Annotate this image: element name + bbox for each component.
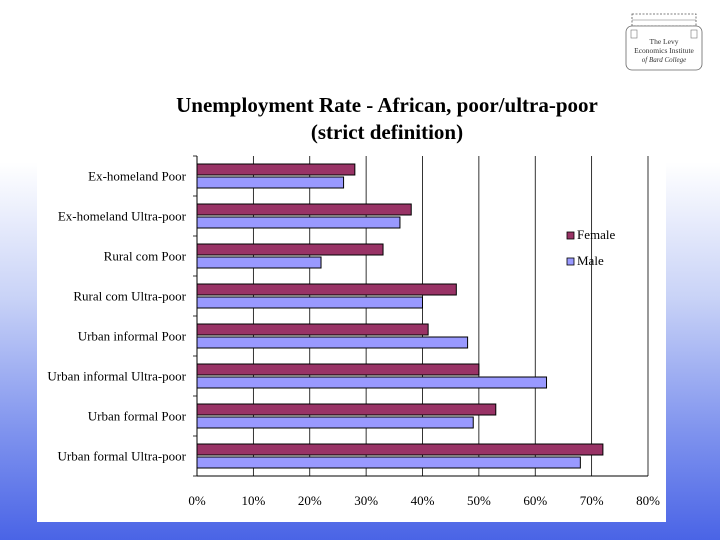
legend-label-female: Female (577, 227, 615, 242)
bar-female (196, 323, 429, 336)
bar-male (196, 336, 469, 349)
bar-male (196, 216, 401, 229)
category-label: Urban informal Poor (78, 329, 187, 344)
bar-female (196, 163, 356, 176)
logo-line-3: of Bard College (642, 56, 686, 64)
chart-title-block: Unemployment Rate - African, poor/ultra-… (97, 92, 677, 146)
x-tick-label: 70% (580, 493, 604, 508)
bar-male (196, 296, 423, 309)
chart-panel: Unemployment Rate - African, poor/ultra-… (37, 80, 666, 522)
x-tick-label: 40% (411, 493, 435, 508)
bar-female (196, 443, 604, 456)
category-label: Ex-homeland Poor (88, 169, 187, 184)
category-label: Urban formal Poor (88, 409, 187, 424)
bar-female (196, 283, 457, 296)
x-tick-label: 60% (523, 493, 547, 508)
legend-label-male: Male (577, 253, 604, 268)
bar-male (196, 376, 548, 389)
x-tick-label: 0% (188, 493, 206, 508)
logo-line-2: Economics Institute (634, 46, 694, 55)
x-tick-label: 80% (636, 493, 660, 508)
bar-female (196, 243, 384, 256)
x-tick-label: 10% (241, 493, 265, 508)
category-label: Urban informal Ultra-poor (47, 369, 186, 384)
levy-institute-logo: The Levy Economics Institute of Bard Col… (622, 12, 706, 74)
bar-female (196, 203, 412, 216)
chart-title: Unemployment Rate - African, poor/ultra-… (176, 93, 598, 117)
legend-swatch-female (566, 231, 575, 240)
category-label: Rural com Ultra-poor (73, 289, 186, 304)
legend-swatch-male (566, 257, 575, 266)
chart-subtitle: (strict definition) (310, 120, 464, 144)
category-label: Rural com Poor (104, 249, 187, 264)
bar-male (196, 456, 581, 469)
category-label: Urban formal Ultra-poor (57, 449, 186, 464)
logo-line-1: The Levy (650, 37, 679, 46)
bar-male (196, 176, 345, 189)
bar-male (196, 416, 474, 429)
bar-chart: 0% 10% 20% 30% 40% 50% 60% 70% 80% Ex-homeland Po… (47, 155, 660, 508)
bar-female (196, 403, 497, 416)
x-tick-label: 20% (298, 493, 322, 508)
category-label: Ex-homeland Ultra-poor (58, 209, 187, 224)
x-tick-label: 30% (354, 493, 378, 508)
x-tick-label: 50% (467, 493, 491, 508)
bar-male (196, 256, 322, 269)
bar-female (196, 363, 480, 376)
